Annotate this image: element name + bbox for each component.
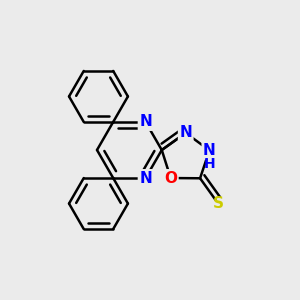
Text: O: O	[164, 171, 177, 186]
Text: N: N	[139, 115, 152, 130]
Text: N: N	[139, 170, 152, 185]
Text: S: S	[213, 196, 224, 211]
Text: N: N	[179, 125, 192, 140]
Text: H: H	[204, 157, 215, 171]
Text: N: N	[203, 143, 216, 158]
